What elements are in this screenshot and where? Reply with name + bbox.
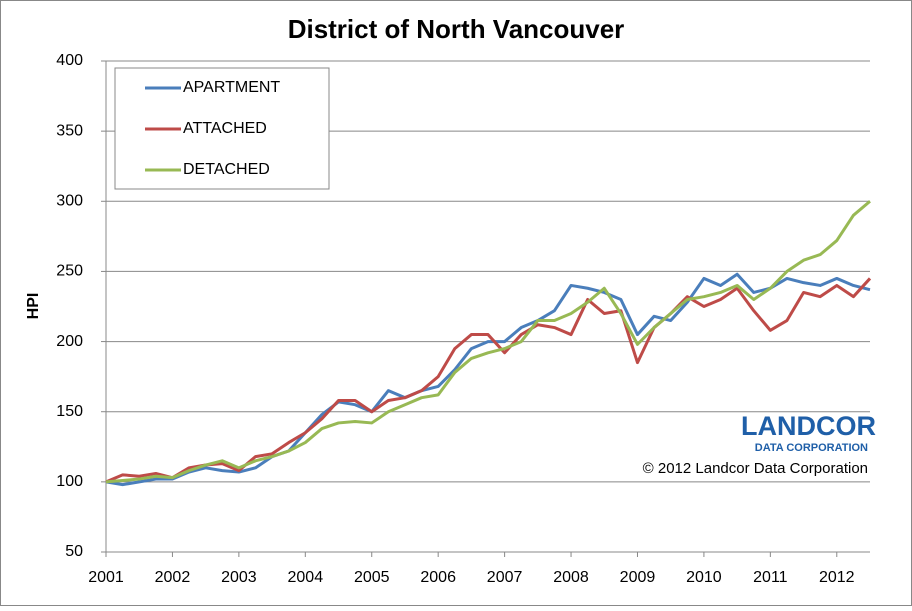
x-tick-label: 2001 xyxy=(88,569,124,586)
y-tick-label: 250 xyxy=(56,263,83,280)
y-axis-label: HPI xyxy=(25,293,42,320)
plot-area: 50 100 150 200 250 300 350 400 2001 2002 2003 2004 2… xyxy=(56,52,872,586)
chart-title: District of North Vancouver xyxy=(288,14,625,44)
x-tick-label: 2007 xyxy=(487,569,523,586)
legend-label: APARTMENT xyxy=(183,79,280,96)
series-line xyxy=(105,200,871,484)
series-line xyxy=(105,277,872,484)
logo-subtitle: DATA CORPORATION xyxy=(755,442,868,454)
y-tick-label: 300 xyxy=(56,193,83,210)
legend-label: DETACHED xyxy=(183,161,270,178)
x-tick-label: 2011 xyxy=(753,569,788,586)
x-tick-label: 2012 xyxy=(819,569,855,586)
x-tick-label: 2002 xyxy=(155,569,191,586)
x-tick-label: 2003 xyxy=(221,569,257,586)
legend-entries: APARTMENT ATTACHED DETACHED xyxy=(145,79,280,178)
x-tick-label: 2010 xyxy=(686,569,722,586)
x-tick-label: 2009 xyxy=(620,569,656,586)
y-tick-label: 150 xyxy=(56,403,83,420)
series-line xyxy=(105,272,871,487)
x-tick-label: 2008 xyxy=(553,569,589,586)
y-tick-label: 100 xyxy=(56,473,83,490)
logo: LANDCOR xyxy=(741,411,876,441)
legend-label: ATTACHED xyxy=(183,120,267,137)
x-tick-label: 2006 xyxy=(420,569,456,586)
y-tick-label: 350 xyxy=(56,122,83,139)
x-tick-label: 2005 xyxy=(354,569,390,586)
y-tick-label: 200 xyxy=(56,333,83,350)
x-tick-label: 2004 xyxy=(288,569,324,586)
copyright: © 2012 Landcor Data Corporation xyxy=(643,460,868,477)
y-tick-label: 50 xyxy=(65,543,83,560)
y-tick-label: 400 xyxy=(56,52,83,69)
